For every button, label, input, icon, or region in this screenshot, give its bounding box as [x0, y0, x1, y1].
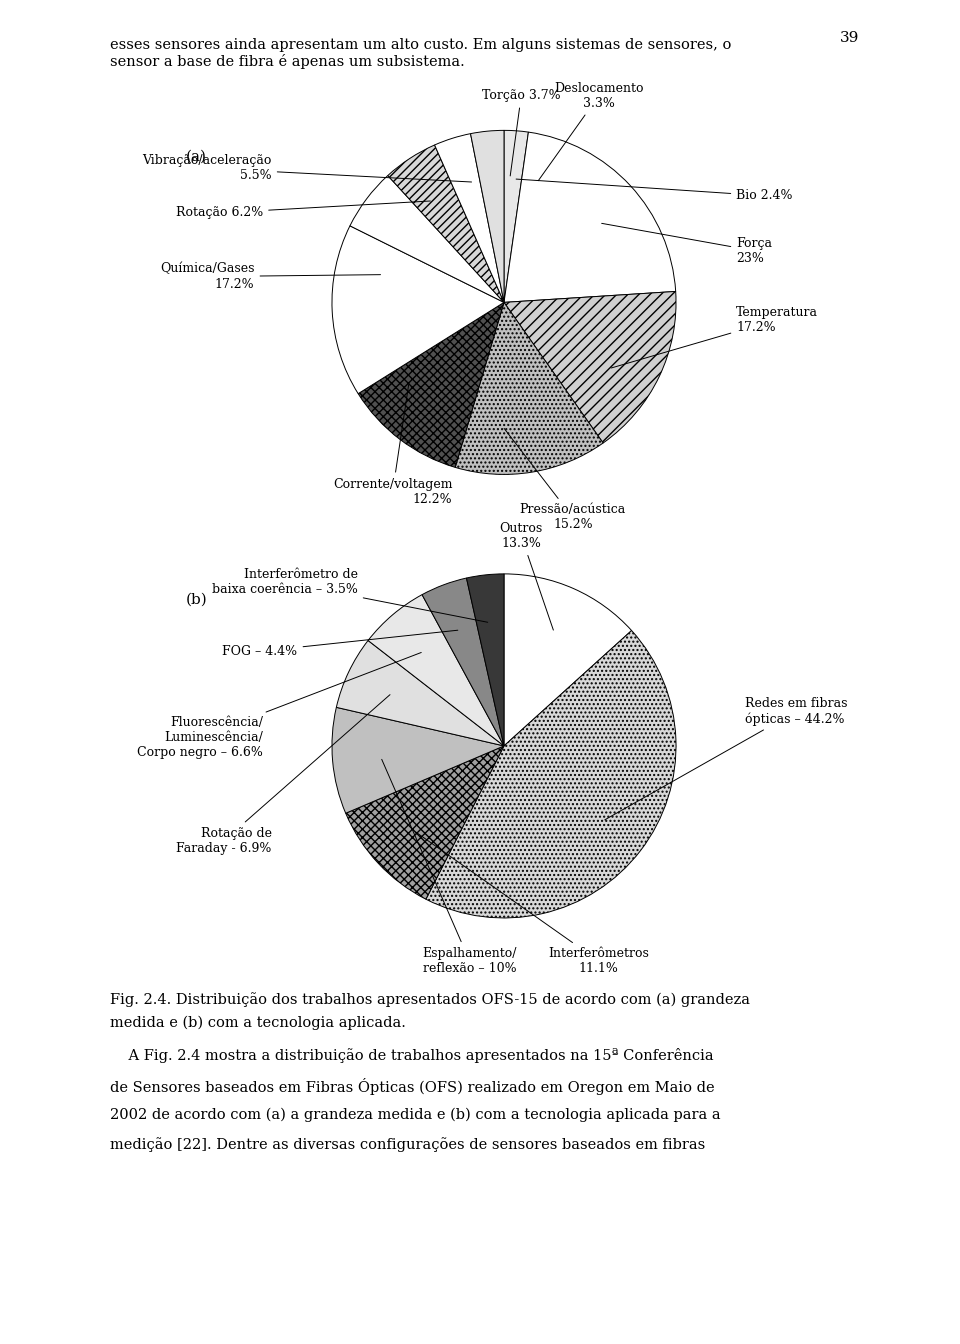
Text: Fig. 2.4. Distribuição dos trabalhos apresentados OFS-15 de acordo com (a) grand: Fig. 2.4. Distribuição dos trabalhos apr…	[110, 992, 751, 1007]
Wedge shape	[388, 145, 504, 302]
Text: Rotação de
Faraday - 6.9%: Rotação de Faraday - 6.9%	[177, 695, 390, 855]
Wedge shape	[422, 578, 504, 746]
Wedge shape	[504, 292, 676, 444]
Wedge shape	[336, 641, 504, 746]
Text: Espalhamento/
reflexão – 10%: Espalhamento/ reflexão – 10%	[382, 759, 516, 974]
Wedge shape	[368, 594, 504, 746]
Wedge shape	[435, 133, 504, 302]
Wedge shape	[504, 132, 676, 302]
Text: de Sensores baseados em Fibras Ópticas (OFS) realizado em Oregon em Maio de: de Sensores baseados em Fibras Ópticas (…	[110, 1078, 715, 1095]
Text: medida e (b) com a tecnologia aplicada.: medida e (b) com a tecnologia aplicada.	[110, 1016, 406, 1031]
Wedge shape	[426, 630, 676, 918]
Text: Pressão/acústica
15.2%: Pressão/acústica 15.2%	[504, 429, 626, 531]
Text: Força
23%: Força 23%	[602, 223, 772, 265]
Text: medição [22]. Dentre as diversas configurações de sensores baseados em fibras: medição [22]. Dentre as diversas configu…	[110, 1137, 706, 1152]
Text: Química/Gases
17.2%: Química/Gases 17.2%	[160, 262, 380, 290]
Text: Torção 3.7%: Torção 3.7%	[482, 90, 561, 176]
Text: Temperatura
17.2%: Temperatura 17.2%	[612, 305, 818, 368]
Wedge shape	[470, 130, 504, 302]
Wedge shape	[350, 176, 504, 302]
Text: 39: 39	[840, 31, 859, 44]
Wedge shape	[358, 302, 504, 468]
Text: (a): (a)	[185, 149, 206, 163]
Wedge shape	[455, 302, 603, 474]
Text: (b): (b)	[185, 593, 207, 606]
Text: Outros
13.3%: Outros 13.3%	[499, 521, 553, 630]
Wedge shape	[467, 574, 504, 746]
Text: FOG – 4.4%: FOG – 4.4%	[223, 630, 458, 657]
Text: Vibração/aceleração
5.5%: Vibração/aceleração 5.5%	[142, 155, 471, 183]
Wedge shape	[346, 746, 504, 899]
Text: Rotação 6.2%: Rotação 6.2%	[176, 202, 430, 219]
Wedge shape	[332, 707, 504, 813]
Wedge shape	[504, 130, 528, 302]
Text: Redes em fibras
ópticas – 44.2%: Redes em fibras ópticas – 44.2%	[605, 698, 848, 820]
Text: Interferômetros
11.1%: Interferômetros 11.1%	[416, 832, 649, 974]
Text: Deslocamento
3.3%: Deslocamento 3.3%	[539, 82, 643, 180]
Text: Fluorescência/
Luminescência/
Corpo negro – 6.6%: Fluorescência/ Luminescência/ Corpo negr…	[137, 652, 421, 759]
Text: A Fig. 2.4 mostra a distribuição de trabalhos apresentados na 15ª Conferência: A Fig. 2.4 mostra a distribuição de trab…	[110, 1048, 714, 1063]
Wedge shape	[504, 574, 632, 746]
Text: sensor a base de fibra é apenas um subsistema.: sensor a base de fibra é apenas um subsi…	[110, 54, 466, 69]
Text: Corrente/voltagem
12.2%: Corrente/voltagem 12.2%	[333, 384, 452, 505]
Text: esses sensores ainda apresentam um alto custo. Em alguns sistemas de sensores, o: esses sensores ainda apresentam um alto …	[110, 38, 732, 51]
Text: Interferômetro de
baixa coerência – 3.5%: Interferômetro de baixa coerência – 3.5%	[212, 569, 488, 622]
Wedge shape	[332, 226, 504, 394]
Text: Bio 2.4%: Bio 2.4%	[516, 179, 793, 202]
Text: 2002 de acordo com (a) a grandeza medida e (b) com a tecnologia aplicada para a: 2002 de acordo com (a) a grandeza medida…	[110, 1107, 721, 1122]
